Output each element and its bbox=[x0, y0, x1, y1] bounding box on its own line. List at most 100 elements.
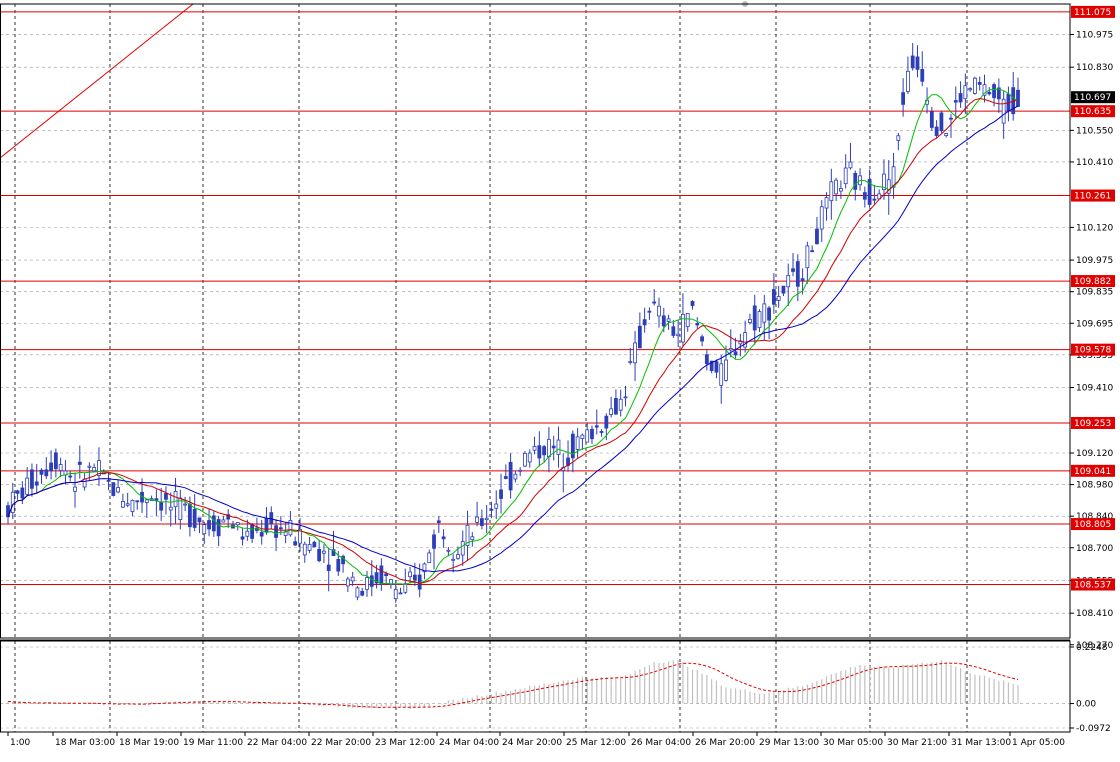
candle-body bbox=[1016, 89, 1020, 107]
time-tick-label: 23 Mar 12:00 bbox=[375, 738, 435, 748]
price-tick-label: 110.410 bbox=[1076, 158, 1113, 168]
candle-body bbox=[604, 415, 609, 429]
candle-body bbox=[460, 541, 465, 556]
candle-body bbox=[412, 574, 417, 581]
candle-body bbox=[207, 520, 211, 530]
price-tick-label: 110.550 bbox=[1076, 126, 1113, 136]
candle bbox=[748, 313, 752, 325]
candle-body bbox=[197, 517, 202, 523]
current-price-label: 110.697 bbox=[1071, 91, 1115, 104]
level-label-text: 109.882 bbox=[1074, 277, 1111, 287]
candle-body bbox=[1001, 98, 1006, 124]
candle bbox=[369, 560, 374, 597]
candle-body bbox=[551, 445, 556, 449]
candle-body bbox=[106, 479, 111, 482]
candle bbox=[317, 539, 322, 563]
candle bbox=[580, 433, 585, 450]
candle-body bbox=[542, 446, 547, 456]
candle bbox=[810, 245, 815, 253]
candle-body bbox=[470, 536, 475, 541]
candle-body bbox=[996, 87, 1001, 100]
candle-body bbox=[762, 303, 767, 323]
candle bbox=[724, 345, 728, 382]
candle bbox=[570, 430, 575, 473]
candle bbox=[350, 571, 355, 587]
candle bbox=[949, 114, 953, 138]
candle-body bbox=[269, 512, 274, 524]
candle bbox=[53, 448, 58, 478]
candle bbox=[987, 87, 992, 96]
level-price-label: 108.805 bbox=[1071, 518, 1115, 531]
candle bbox=[968, 87, 973, 92]
candle bbox=[355, 586, 360, 601]
candle-body bbox=[829, 181, 834, 202]
candle bbox=[518, 467, 523, 477]
candle bbox=[484, 505, 489, 534]
time-tick-label: 26 Mar 20:00 bbox=[695, 738, 755, 748]
candle bbox=[642, 307, 647, 333]
candle bbox=[460, 530, 465, 566]
candle-body bbox=[862, 192, 867, 200]
candle bbox=[207, 509, 211, 537]
candle bbox=[671, 320, 676, 338]
candle-body bbox=[657, 305, 661, 317]
candle-body bbox=[111, 482, 116, 496]
candle bbox=[704, 350, 709, 371]
level-label-text: 109.253 bbox=[1074, 419, 1111, 429]
candle bbox=[499, 473, 503, 514]
candle-body bbox=[422, 563, 427, 573]
candle-body bbox=[25, 477, 30, 495]
candle-body bbox=[154, 498, 159, 501]
candle bbox=[757, 309, 762, 332]
candle-body bbox=[312, 541, 317, 548]
candle bbox=[963, 73, 968, 115]
candle-body bbox=[987, 91, 992, 95]
candle bbox=[920, 51, 925, 87]
candle-body bbox=[278, 527, 283, 530]
candle bbox=[494, 490, 499, 520]
candle bbox=[590, 425, 594, 444]
osc-tick-label: -0.0972 bbox=[1076, 724, 1111, 734]
candle bbox=[537, 431, 542, 467]
candle bbox=[144, 498, 149, 518]
candle-body bbox=[594, 425, 599, 428]
candle-body bbox=[805, 245, 810, 269]
ma-slow-line bbox=[7, 105, 1019, 573]
candle bbox=[168, 492, 173, 527]
candle bbox=[345, 576, 350, 592]
candle-body bbox=[910, 55, 915, 69]
candle bbox=[302, 541, 307, 563]
level-price-label: 109.253 bbox=[1071, 416, 1115, 429]
level-label-box bbox=[1071, 275, 1115, 288]
candle bbox=[470, 532, 475, 547]
candle bbox=[776, 285, 781, 308]
candle bbox=[594, 409, 599, 435]
candle-body bbox=[642, 319, 647, 326]
candle bbox=[791, 252, 795, 277]
candle-body bbox=[532, 445, 537, 451]
price-tick-label: 109.555 bbox=[1076, 351, 1113, 361]
candle-body bbox=[49, 462, 53, 472]
candle-body bbox=[427, 552, 432, 564]
candle bbox=[240, 527, 245, 546]
candle-body bbox=[432, 534, 436, 549]
candle bbox=[929, 106, 934, 131]
candle bbox=[77, 445, 82, 479]
candle bbox=[39, 468, 44, 484]
candle-body bbox=[690, 301, 695, 306]
candle bbox=[164, 486, 168, 515]
candle bbox=[829, 168, 834, 220]
candle bbox=[628, 347, 633, 365]
candle bbox=[872, 185, 877, 205]
candle-body bbox=[853, 172, 858, 190]
candle bbox=[886, 160, 891, 215]
candle bbox=[657, 297, 661, 328]
candle-body bbox=[719, 363, 724, 386]
candle bbox=[575, 428, 580, 459]
candle-body bbox=[934, 126, 939, 136]
candle bbox=[475, 501, 479, 527]
candle bbox=[652, 289, 657, 306]
candle bbox=[767, 305, 771, 340]
candle bbox=[111, 482, 116, 497]
